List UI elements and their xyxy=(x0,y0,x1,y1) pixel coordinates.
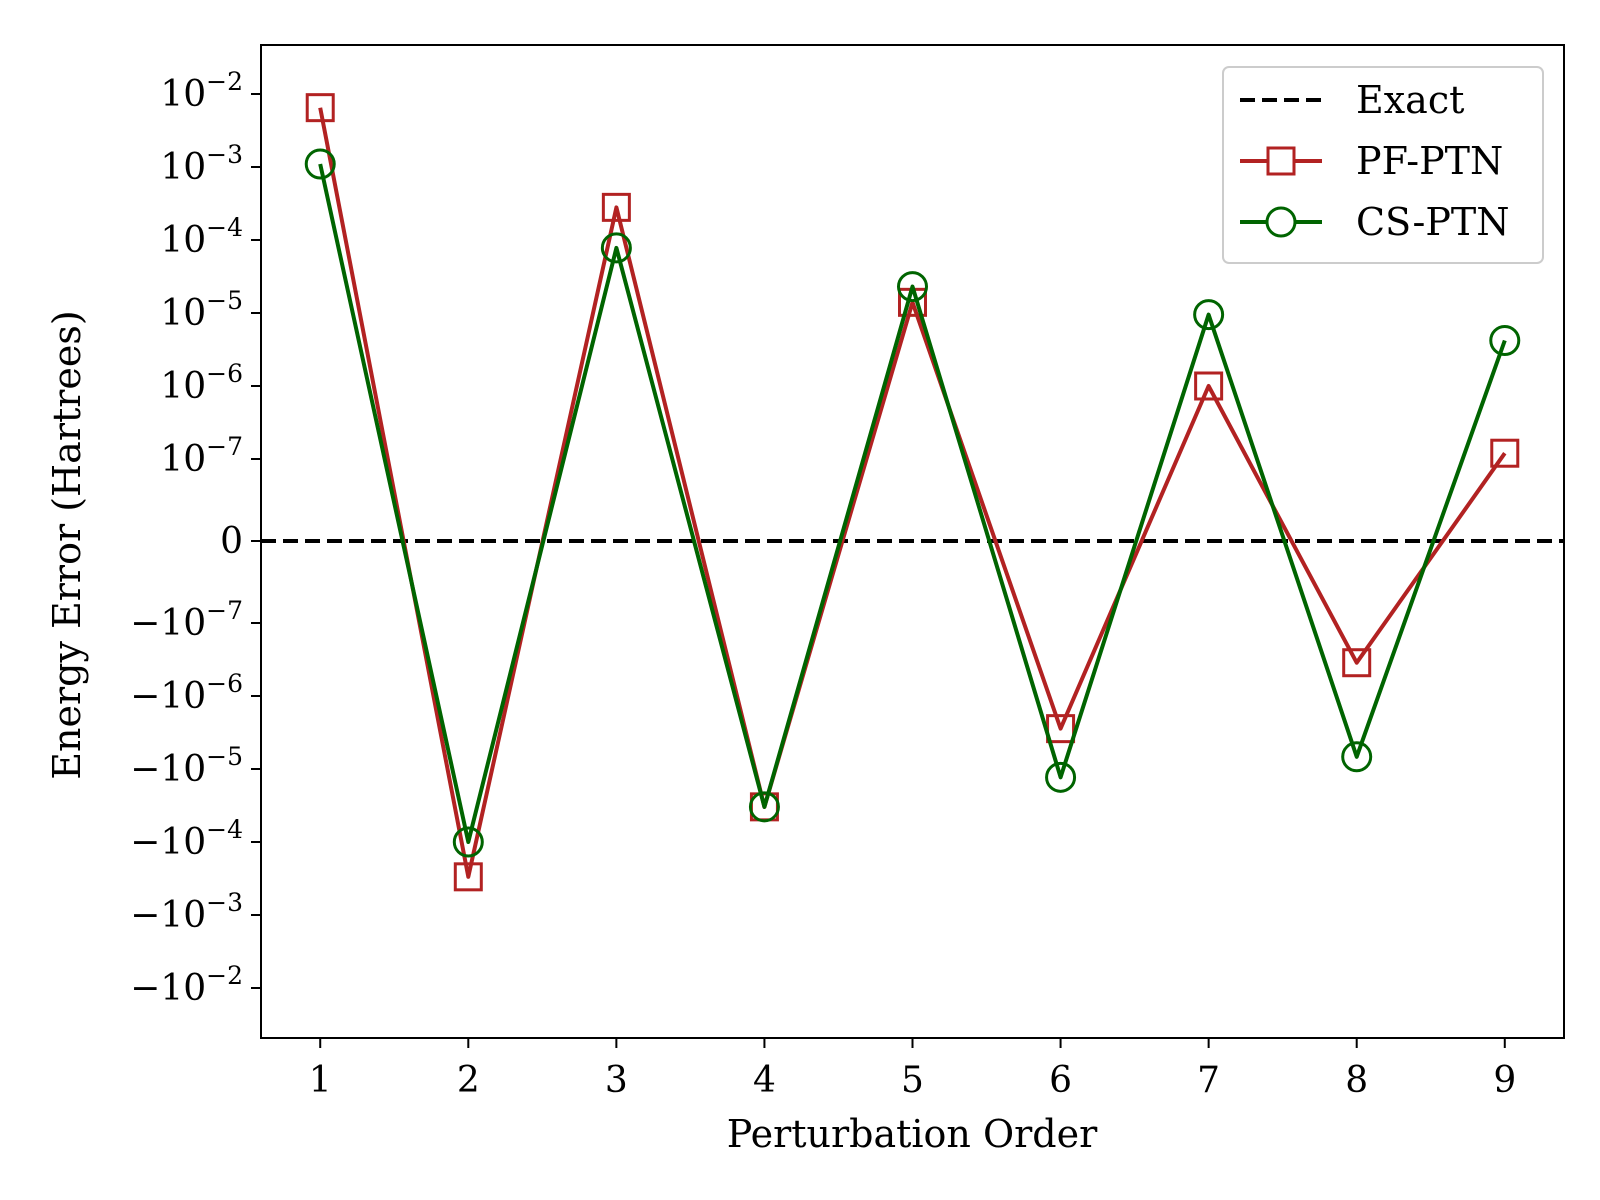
series-line xyxy=(318,107,1507,879)
data-point xyxy=(1489,325,1521,357)
data-point xyxy=(452,826,484,858)
y-tick-exponent: −2 xyxy=(206,67,243,96)
y-tick-base: 10 xyxy=(160,439,206,480)
y-tick-label: 10−6 xyxy=(160,359,243,407)
data-point xyxy=(1341,741,1373,773)
x-axis: 1 2 3 4 5 6 7 8 9 xyxy=(309,1038,1516,1101)
series-cs-ptn xyxy=(304,148,1521,858)
y-tick-base: 10 xyxy=(160,293,206,334)
legend-label: PF-PTN xyxy=(1356,139,1503,183)
x-tick-label: 5 xyxy=(901,1060,924,1101)
x-tick-label: 4 xyxy=(753,1060,776,1101)
data-point xyxy=(1490,438,1520,468)
y-tick-exponent: −2 xyxy=(206,961,243,990)
y-tick-label: 10−7 xyxy=(160,432,243,480)
y-tick-exponent: −3 xyxy=(206,140,243,169)
x-tick-label: 2 xyxy=(457,1060,480,1101)
y-tick-base: −10 xyxy=(130,895,206,936)
data-point xyxy=(453,862,483,892)
y-tick-base: 10 xyxy=(160,147,206,188)
data-point xyxy=(305,93,335,123)
y-tick-base: −10 xyxy=(130,676,206,717)
y-tick-label: −10−5 xyxy=(130,742,243,790)
y-tick-exponent: −4 xyxy=(206,213,243,242)
y-tick-label: 10−4 xyxy=(160,213,243,261)
y-tick-base: 10 xyxy=(160,74,206,115)
legend: Exact PF-PTN CS-PTN xyxy=(1222,66,1544,264)
data-point xyxy=(601,192,631,222)
legend-label: CS-PTN xyxy=(1356,200,1510,244)
x-axis-title: Perturbation Order xyxy=(727,1112,1098,1156)
data-point xyxy=(748,791,780,823)
legend-label: Exact xyxy=(1356,78,1464,122)
x-tick-label: 1 xyxy=(309,1060,332,1101)
y-tick-label: −10−3 xyxy=(130,888,243,936)
data-point xyxy=(600,232,632,264)
series-pf-ptn xyxy=(305,93,1520,892)
legend-frame xyxy=(1222,66,1544,264)
y-tick-exponent: −7 xyxy=(206,432,243,461)
y-tick-base: 10 xyxy=(160,366,206,407)
legend-marker xyxy=(1265,206,1297,238)
y-axis: 10−210−310−410−510−610−70−10−7−10−6−10−5… xyxy=(130,67,261,1009)
legend-item-cs-ptn: CS-PTN xyxy=(1240,200,1510,244)
x-tick-label: 8 xyxy=(1345,1060,1368,1101)
legend-item-exact: Exact xyxy=(1240,78,1464,122)
y-tick-base: −10 xyxy=(130,968,206,1009)
y-tick-exponent: −3 xyxy=(206,888,243,917)
x-tick-label: 7 xyxy=(1197,1060,1220,1101)
y-tick-base: 0 xyxy=(220,521,243,562)
y-axis-title: Energy Error (Hartrees) xyxy=(45,310,89,779)
y-tick-label: 10−3 xyxy=(160,140,243,188)
y-tick-label: −10−7 xyxy=(130,596,243,644)
y-tick-label: −10−2 xyxy=(130,961,243,1009)
y-tick-base: −10 xyxy=(130,603,206,644)
y-tick-base: −10 xyxy=(130,822,206,863)
data-point xyxy=(1194,371,1224,401)
y-tick-label: −10−4 xyxy=(130,815,243,863)
y-tick-label: −10−6 xyxy=(130,669,243,717)
plot-frame xyxy=(260,44,1565,1039)
legend-item-pf-ptn: PF-PTN xyxy=(1240,139,1503,183)
y-tick-exponent: −6 xyxy=(206,359,243,388)
y-tick-exponent: −5 xyxy=(206,286,243,315)
y-tick-base: 10 xyxy=(160,220,206,261)
y-tick-label: 10−2 xyxy=(160,67,243,115)
legend-marker xyxy=(1266,146,1296,176)
data-point xyxy=(304,148,336,180)
data-point xyxy=(1342,648,1372,678)
data-point xyxy=(897,271,928,303)
y-tick-base: −10 xyxy=(130,749,206,790)
x-tick-label: 3 xyxy=(605,1060,628,1101)
y-tick-exponent: −5 xyxy=(206,742,243,771)
x-tick-label: 6 xyxy=(1049,1060,1072,1101)
data-point xyxy=(1045,761,1077,793)
data-marks xyxy=(261,93,1564,892)
data-point xyxy=(1193,299,1225,331)
series-line xyxy=(318,163,1507,844)
y-tick-exponent: −7 xyxy=(206,596,243,625)
x-tick-label: 9 xyxy=(1493,1060,1516,1101)
y-tick-exponent: −6 xyxy=(206,669,243,698)
y-tick-label: 0 xyxy=(220,521,243,562)
y-tick-exponent: −4 xyxy=(206,815,243,844)
y-tick-label: 10−5 xyxy=(160,286,243,334)
